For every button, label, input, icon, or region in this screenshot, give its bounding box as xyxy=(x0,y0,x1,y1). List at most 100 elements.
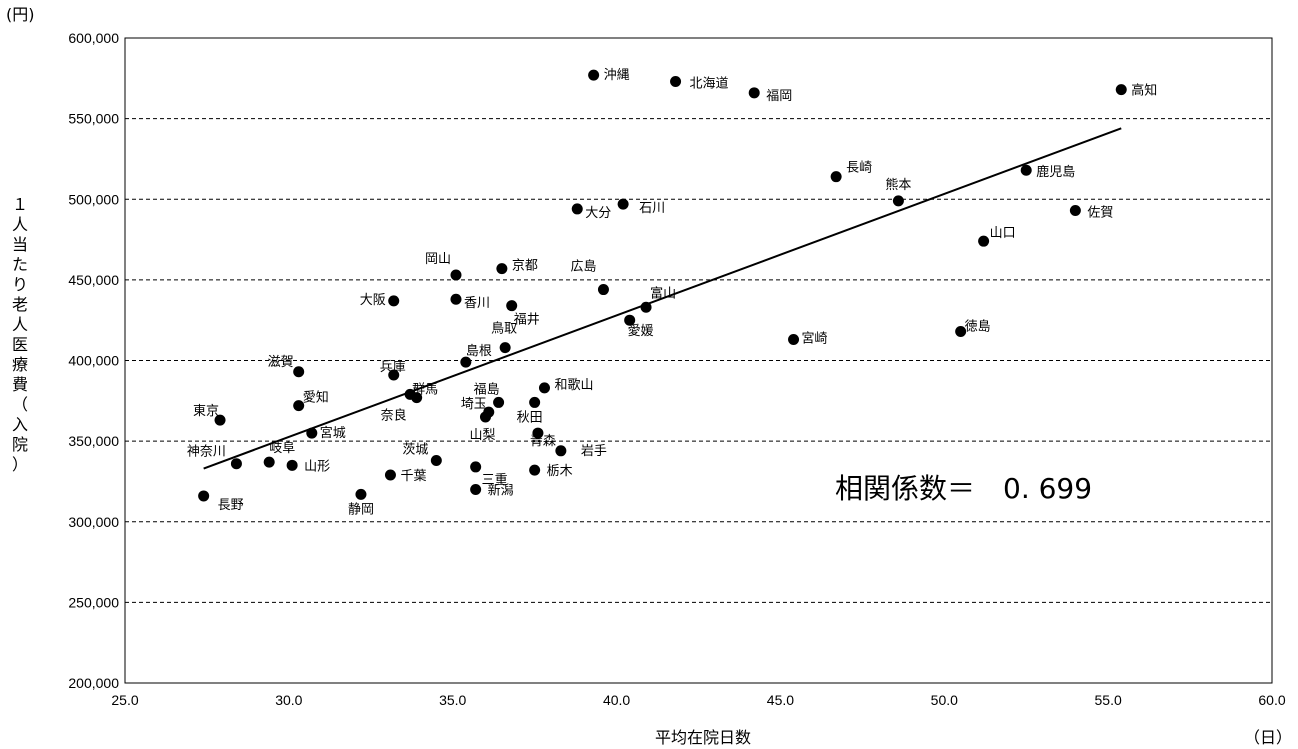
point-label: 沖縄 xyxy=(604,68,630,83)
data-point xyxy=(263,456,275,468)
data-point xyxy=(496,263,508,275)
data-point xyxy=(640,301,652,313)
y-axis-title-char: 入 xyxy=(12,415,28,434)
y-axis-title-char: 費 xyxy=(12,375,28,394)
data-point xyxy=(470,484,482,495)
y-axis-title-char: ） xyxy=(12,455,28,474)
point-label: 東京 xyxy=(193,403,219,419)
data-point xyxy=(555,445,567,457)
data-point xyxy=(529,396,541,408)
x-tick-label: 50.0 xyxy=(931,692,958,708)
data-point xyxy=(538,382,550,394)
point-label: 京都 xyxy=(512,259,538,274)
point-label: 長野 xyxy=(218,498,244,513)
point-label: 山形 xyxy=(304,459,330,474)
data-points xyxy=(198,69,1127,502)
point-label: 石川 xyxy=(639,201,665,216)
point-label: 大阪 xyxy=(360,293,386,308)
x-tick-label: 40.0 xyxy=(603,692,630,708)
data-point xyxy=(460,356,472,368)
x-tick-label: 25.0 xyxy=(111,692,138,708)
point-label: 静岡 xyxy=(348,502,374,517)
y-axis-title-char: （ xyxy=(12,395,28,414)
data-point xyxy=(588,69,600,81)
y-axis-title-char: 医 xyxy=(12,335,28,354)
y-axis-title-char: 老 xyxy=(12,295,28,314)
point-label: 島根 xyxy=(466,344,492,359)
data-point xyxy=(214,414,226,426)
data-point xyxy=(411,392,423,404)
x-tick-label: 35.0 xyxy=(439,692,466,708)
y-axis-title-char: 当 xyxy=(12,235,28,254)
correlation-annotation: 相関係数＝ 0. 699 xyxy=(835,472,1092,505)
y-tick-label: 500,000 xyxy=(68,191,119,207)
data-point xyxy=(388,295,400,307)
data-point xyxy=(597,284,609,296)
data-point xyxy=(493,396,505,408)
trend-line xyxy=(203,127,1122,470)
data-point xyxy=(571,203,583,215)
y-tick-label: 450,000 xyxy=(68,272,119,288)
data-point xyxy=(624,314,636,326)
x-tick-labels: 25.0 30.0 35.0 40.0 45.0 50.0 55.0 60.0 xyxy=(111,692,1285,708)
point-label: 新潟 xyxy=(488,483,514,499)
point-label: 鳥取 xyxy=(491,322,517,337)
y-tick-label: 550,000 xyxy=(68,111,119,127)
y-axis-title-char: 療 xyxy=(12,355,28,374)
point-label: 岡山 xyxy=(425,252,451,267)
y-axis-title-char: た xyxy=(12,255,28,274)
data-point xyxy=(830,171,842,183)
point-label: 秋田 xyxy=(517,410,543,425)
point-label: 香川 xyxy=(464,296,490,311)
y-unit-label: (円) xyxy=(6,5,35,24)
data-point xyxy=(286,459,298,471)
point-label: 岐阜 xyxy=(269,440,295,456)
point-label: 北海道 xyxy=(690,77,729,92)
point-label: 福井 xyxy=(514,313,540,328)
data-point xyxy=(450,269,462,281)
point-label: 長崎 xyxy=(846,161,872,176)
x-tick-label: 30.0 xyxy=(275,692,302,708)
point-label: 群馬 xyxy=(412,382,438,397)
point-label: 愛媛 xyxy=(628,324,654,339)
point-label: 神奈川 xyxy=(187,445,226,460)
point-label: 富山 xyxy=(650,285,676,301)
data-point xyxy=(479,411,491,423)
data-point xyxy=(955,325,967,337)
point-label: 愛知 xyxy=(303,390,329,406)
data-point xyxy=(470,461,482,473)
point-label: 熊本 xyxy=(885,177,911,193)
data-point xyxy=(532,427,544,439)
point-label: 千葉 xyxy=(400,469,426,484)
data-point xyxy=(617,198,629,210)
data-point xyxy=(670,76,682,88)
point-label: 三重 xyxy=(482,472,508,488)
point-label: 滋賀 xyxy=(268,355,294,370)
point-label: 奈良 xyxy=(381,408,407,424)
y-axis-title-char: 院 xyxy=(12,435,28,454)
data-point xyxy=(1115,84,1127,96)
y-tick-label: 200,000 xyxy=(68,675,119,691)
data-point xyxy=(788,334,800,346)
point-label: 埼玉 xyxy=(461,397,487,412)
point-label: 宮城 xyxy=(320,425,346,441)
data-point xyxy=(388,369,400,381)
data-point xyxy=(198,490,210,502)
y-axis-title-char: １ xyxy=(12,195,28,214)
data-point xyxy=(230,458,242,470)
point-label: 高知 xyxy=(1131,83,1157,99)
gridlines xyxy=(125,118,1272,603)
point-label: 福岡 xyxy=(766,89,792,104)
y-axis-title-char: 人 xyxy=(12,315,28,334)
point-label: 佐賀 xyxy=(1087,206,1113,221)
point-label: 宮崎 xyxy=(802,331,828,347)
point-label: 茨城 xyxy=(402,442,428,457)
point-label: 青森 xyxy=(530,434,556,449)
x-tick-label: 45.0 xyxy=(767,692,794,708)
y-axis-title-char: り xyxy=(12,275,28,294)
point-label: 広島 xyxy=(570,260,596,275)
data-point xyxy=(355,488,367,500)
point-label: 鹿児島 xyxy=(1036,164,1075,180)
point-label: 山梨 xyxy=(469,428,495,443)
